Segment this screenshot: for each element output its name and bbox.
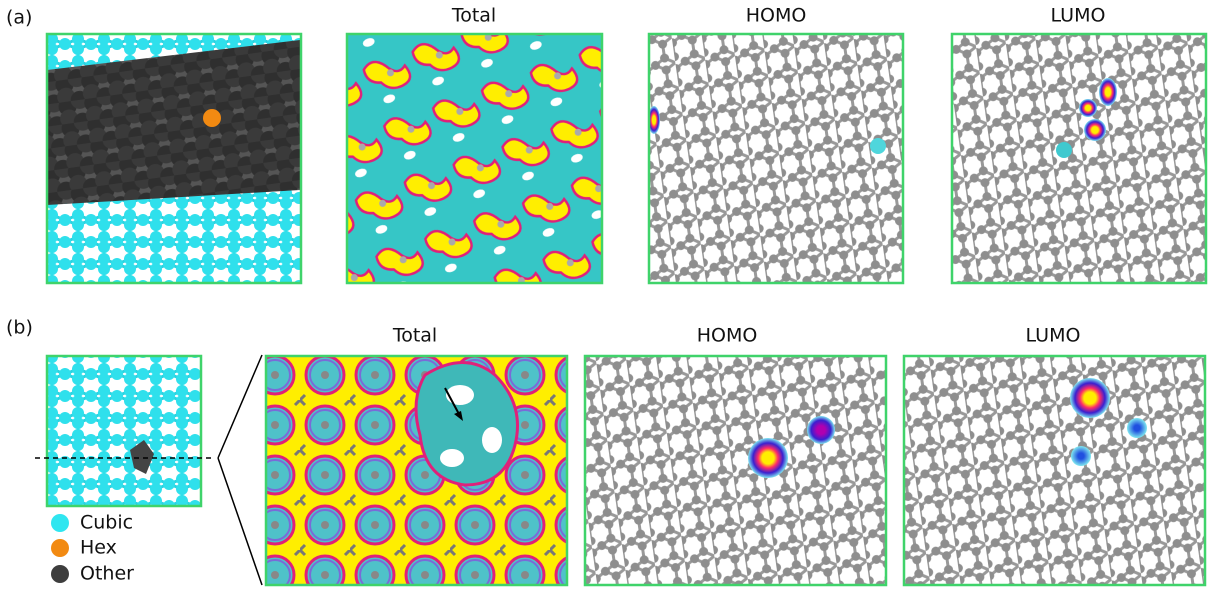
frame <box>345 32 604 285</box>
panel-label: (b) <box>6 317 33 339</box>
lattice <box>585 356 886 585</box>
void <box>440 449 464 467</box>
frame <box>45 32 303 285</box>
lattice <box>904 356 1205 585</box>
lattice <box>649 34 903 283</box>
orbital <box>1070 378 1110 418</box>
zoom-line <box>217 354 263 459</box>
orbital <box>648 106 660 134</box>
frame <box>45 354 203 508</box>
lattice <box>952 34 1206 283</box>
homo-image <box>647 32 905 285</box>
orbital <box>1099 78 1117 106</box>
other-region <box>130 440 154 474</box>
frame <box>264 354 569 587</box>
hex-atom <box>203 109 221 127</box>
lumo-image <box>950 32 1208 285</box>
frame <box>583 354 888 587</box>
structure-image <box>45 32 303 285</box>
void <box>482 427 502 453</box>
legend-label: Hex <box>80 537 117 559</box>
legend-marker <box>51 514 69 532</box>
structure-image <box>35 354 215 508</box>
total-image <box>345 32 604 285</box>
void <box>446 385 474 405</box>
orbital <box>1079 99 1097 117</box>
frame <box>902 354 1207 587</box>
orbital <box>807 416 835 444</box>
orbital <box>1127 418 1147 438</box>
legend-label: Other <box>80 563 134 585</box>
orbital <box>1056 142 1072 158</box>
panel-title: Total <box>392 325 437 347</box>
panel-title: HOMO <box>746 5 807 27</box>
zoom-line <box>217 457 263 586</box>
homo-image <box>583 354 888 587</box>
lumo-image <box>902 354 1207 587</box>
frame <box>950 32 1208 285</box>
density <box>347 34 602 283</box>
arrow-head <box>454 411 463 421</box>
legend-label: Cubic <box>80 512 133 534</box>
orbital <box>870 138 886 154</box>
cubic-region <box>47 356 201 506</box>
panel-title: HOMO <box>697 325 758 347</box>
orbital <box>1084 119 1106 141</box>
panel-label: (a) <box>6 7 32 29</box>
legend-marker <box>51 565 69 583</box>
legend: Cubic Hex Other <box>51 512 134 585</box>
frame <box>647 32 905 285</box>
density <box>266 356 567 585</box>
panel-title: Total <box>451 5 496 27</box>
panel-title: LUMO <box>1026 325 1081 347</box>
defect-density <box>414 361 519 487</box>
orbital <box>1071 446 1091 466</box>
legend-marker <box>51 539 69 557</box>
panel-title: LUMO <box>1051 5 1106 27</box>
orbital <box>748 438 788 478</box>
total-image <box>264 354 569 587</box>
arrow <box>444 387 461 417</box>
other-region <box>47 40 300 205</box>
